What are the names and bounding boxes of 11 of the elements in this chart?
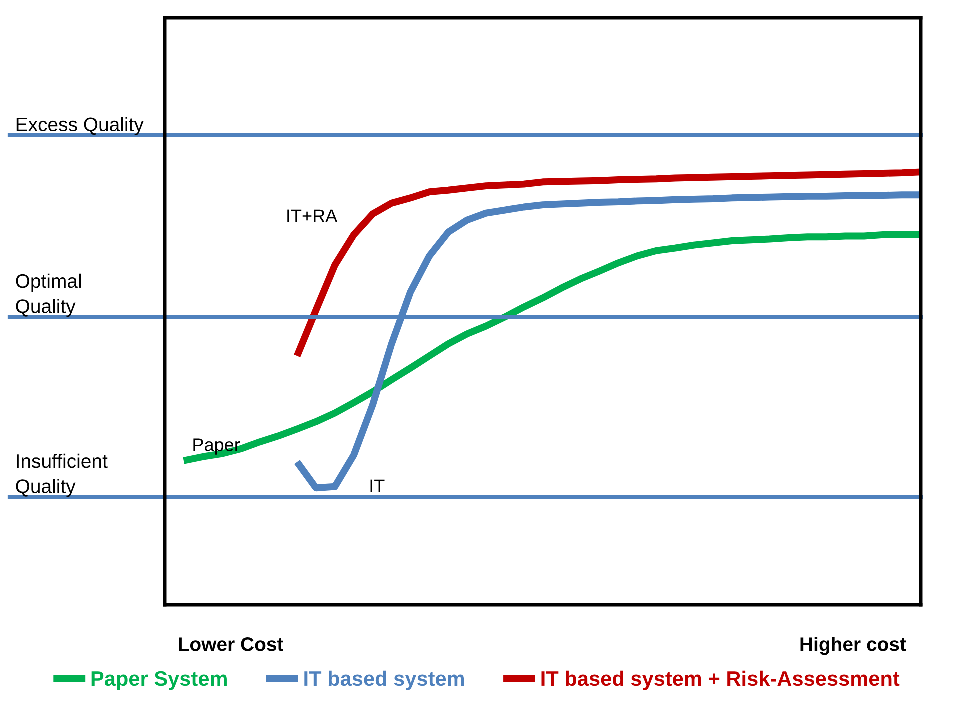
legend-label: IT based system + Risk-Assessment (542, 670, 900, 690)
ref-line-label: Excess Quality (16, 117, 144, 136)
ref-line-label: Optimal Quality (16, 274, 82, 318)
legend-label: Paper System (92, 671, 227, 690)
legend-label: IT based system (304, 670, 464, 690)
text: Lower Cost (179, 638, 284, 652)
annotation: IT+RA (288, 210, 338, 222)
annotation: IT (370, 480, 385, 492)
ref-line-label: Insufficient Quality (16, 454, 108, 498)
text: Higher cost (800, 636, 906, 656)
annotation: Paper (194, 438, 240, 455)
